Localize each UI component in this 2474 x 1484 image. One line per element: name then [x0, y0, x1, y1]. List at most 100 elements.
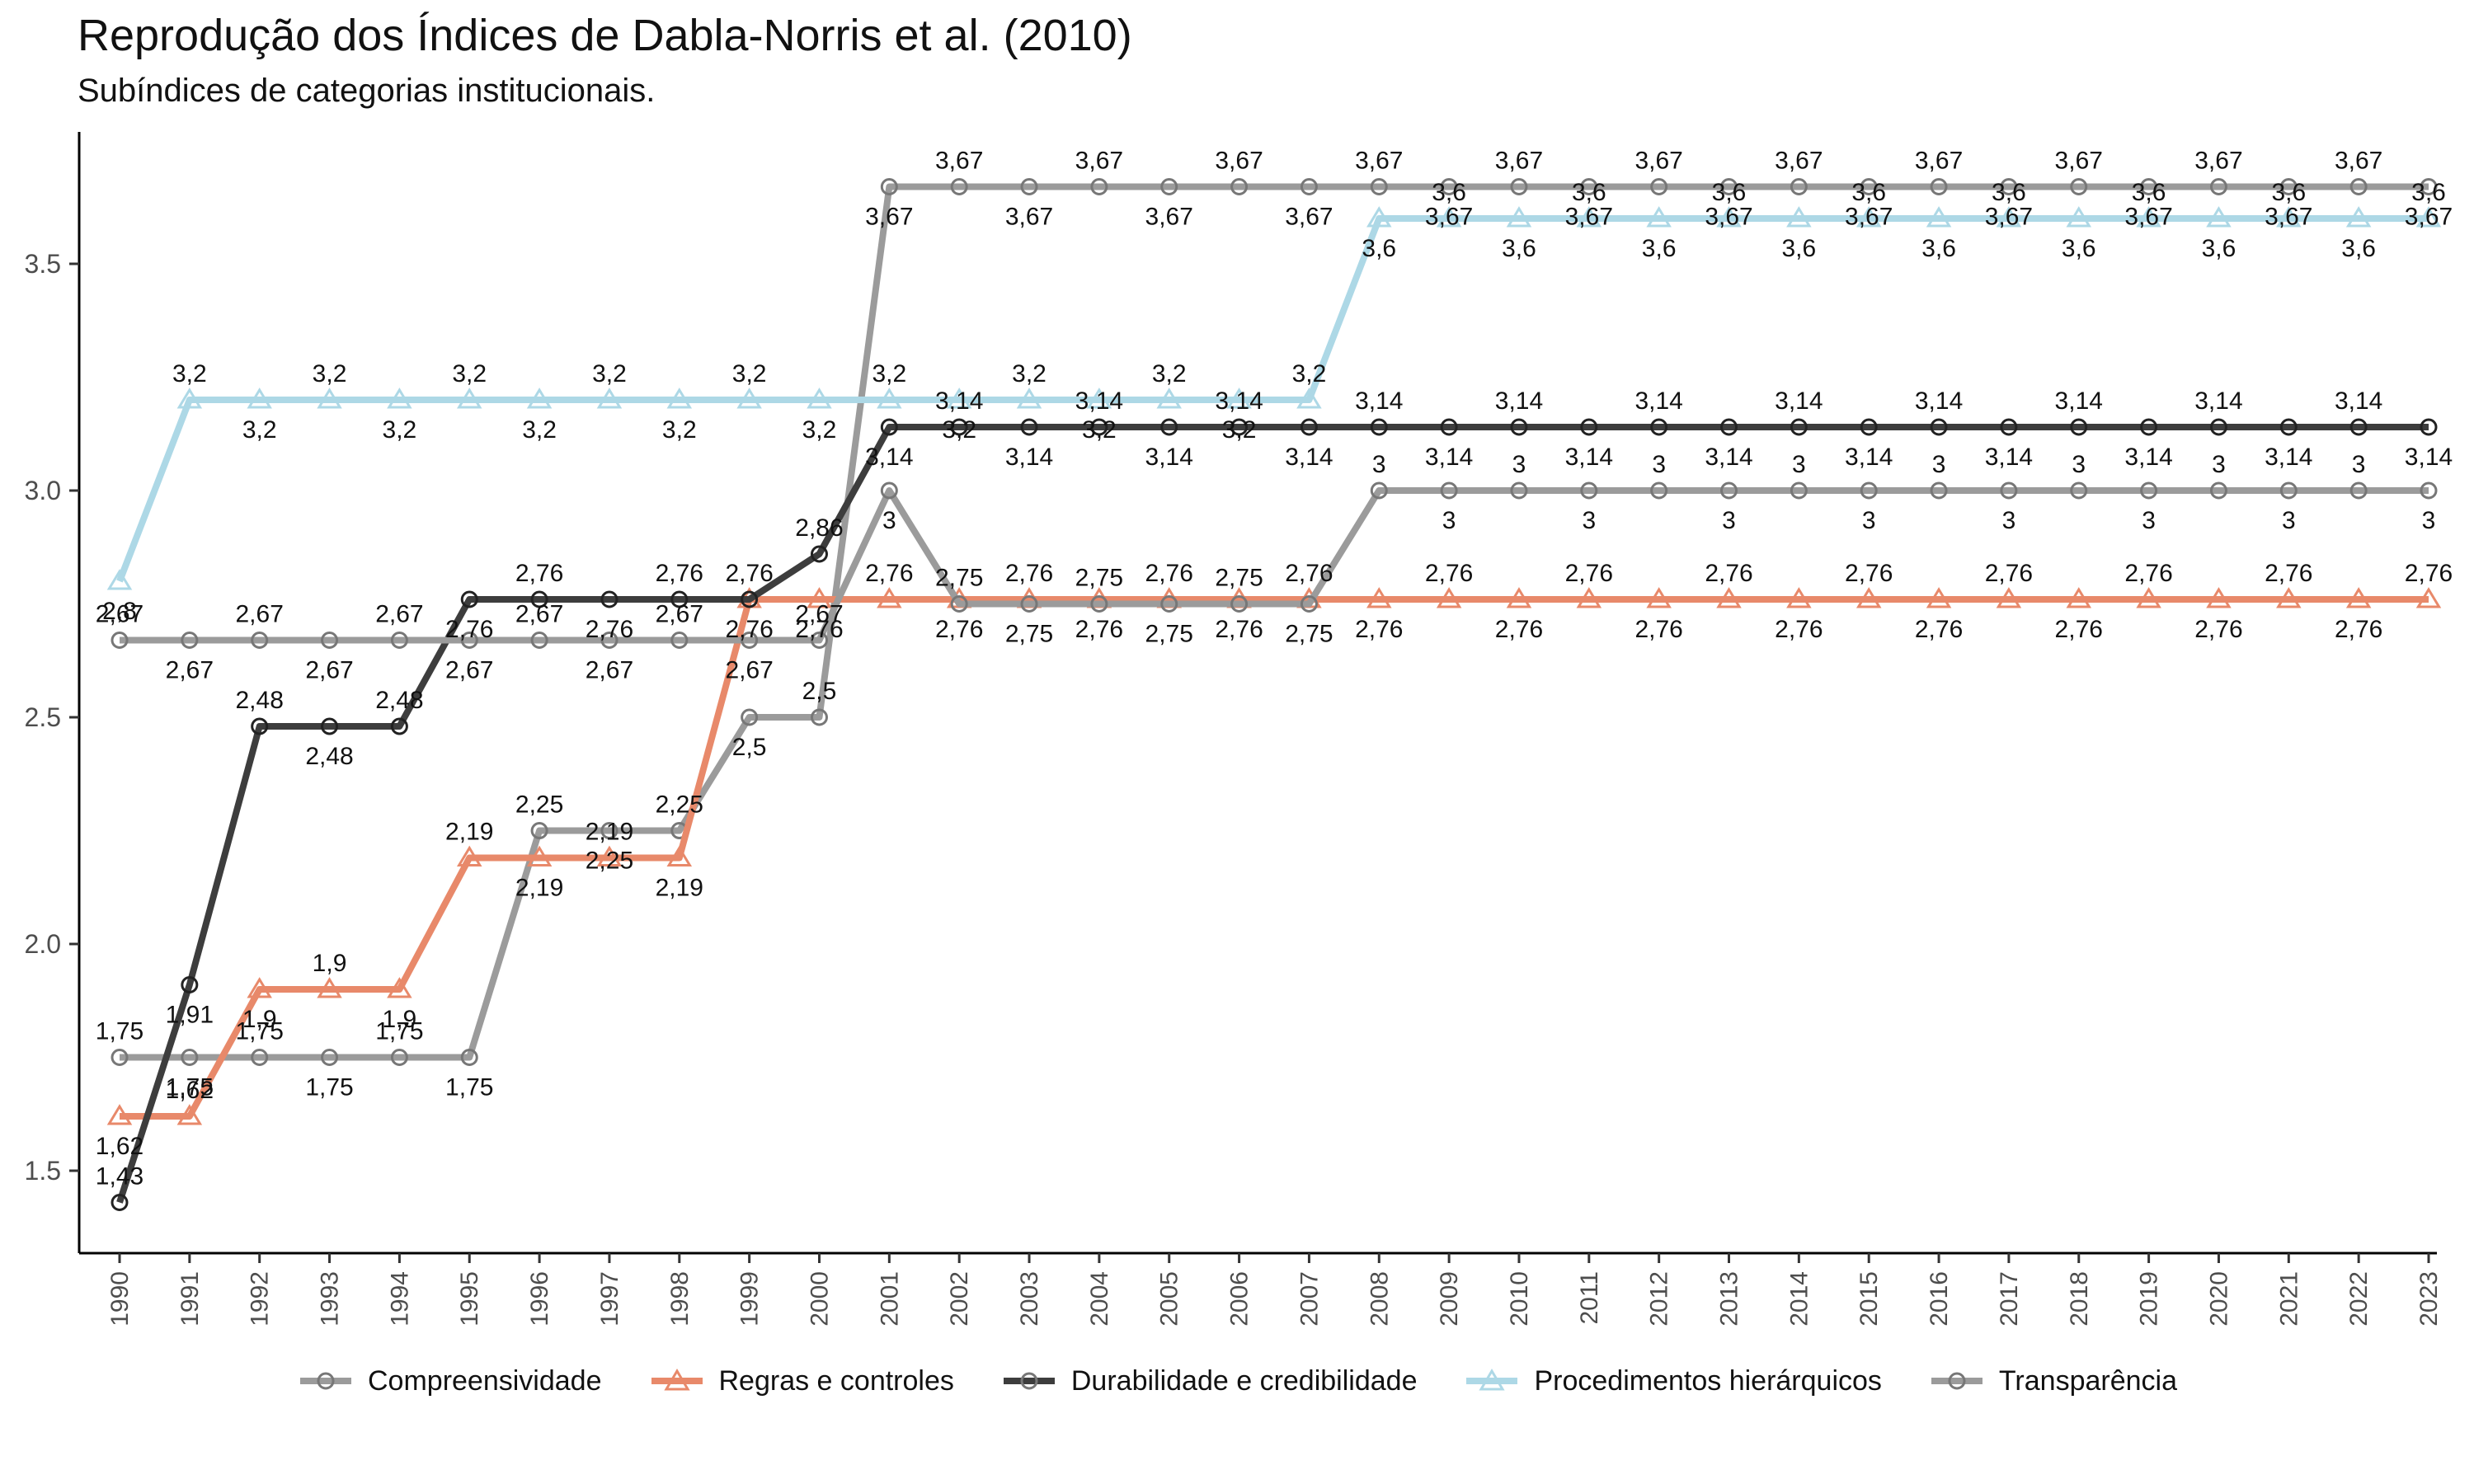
data-point	[106, 569, 133, 590]
data-point	[1650, 481, 1668, 500]
data-point	[2140, 178, 2158, 195]
data-label: 3,6	[1432, 179, 1466, 206]
data-label: 2,67	[515, 601, 563, 628]
data-label: 3,67	[935, 148, 983, 175]
x-tick-label: 2016	[1926, 1271, 1953, 1327]
data-point	[1926, 206, 1952, 228]
data-label: 2,76	[725, 560, 773, 587]
data-point	[1790, 481, 1808, 500]
data-label: 3,67	[1775, 148, 1823, 175]
data-label: 2,76	[865, 560, 913, 587]
data-point	[950, 178, 968, 195]
data-label: 2,75	[1075, 565, 1123, 592]
data-label: 1,9	[242, 1006, 277, 1033]
data-point	[1856, 206, 1882, 228]
data-point	[877, 587, 902, 608]
data-label: 2,76	[1775, 616, 1823, 643]
data-point	[1510, 418, 1528, 436]
data-label: 3,2	[172, 360, 207, 387]
data-point	[2070, 418, 2088, 436]
data-label: 2,76	[1285, 560, 1333, 587]
data-label: 1,62	[166, 1077, 214, 1104]
data-label: 3,14	[1145, 444, 1193, 471]
data-label: 1,75	[445, 1074, 493, 1101]
data-label: 2,48	[236, 687, 284, 714]
data-point	[1440, 418, 1458, 436]
data-label: 1,75	[166, 1074, 214, 1101]
data-labels: 1,75 1,75 1,75 1,75 1,75 1,75 2,25 2,25 2,25 2,5 2…	[96, 148, 2453, 1190]
x-tick-label: 1993	[317, 1271, 344, 1327]
data-label: 3	[2422, 507, 2436, 534]
data-point	[950, 595, 968, 613]
data-point	[387, 387, 412, 409]
data-label: 3	[2352, 451, 2366, 478]
data-point	[2349, 178, 2368, 195]
data-label: 1,9	[383, 1006, 417, 1033]
data-point	[530, 590, 548, 608]
data-point	[1160, 418, 1178, 436]
series-line	[116, 424, 2429, 1204]
x-tick-label: 1991	[176, 1271, 204, 1327]
data-label: 2,76	[2265, 560, 2312, 587]
data-label: 2,75	[1215, 565, 1263, 592]
data-point	[2136, 206, 2161, 228]
circle-marker-icon	[1931, 1372, 1982, 1390]
data-label: 3	[1372, 451, 1386, 478]
data-point	[1720, 418, 1738, 436]
x-tick-label: 2013	[1716, 1271, 1743, 1327]
legend-item: Compreensividade	[297, 1365, 602, 1397]
data-point	[2279, 178, 2298, 195]
data-point	[317, 977, 342, 998]
data-point	[807, 387, 832, 409]
data-label: 3	[1652, 451, 1666, 478]
data-label: 2,8	[102, 598, 137, 625]
data-label: 3,14	[1985, 444, 2033, 471]
x-tick-label: 2023	[2415, 1271, 2443, 1327]
legend-item: Regras e controles	[648, 1365, 954, 1397]
data-label: 3,67	[1145, 204, 1193, 231]
data-label: 2,76	[935, 616, 983, 643]
x-tick-label: 2000	[806, 1271, 833, 1327]
data-point	[1650, 418, 1668, 436]
y-tick-label: 3.0	[25, 476, 61, 505]
y-tick-label: 1.5	[25, 1156, 61, 1186]
data-point	[251, 717, 269, 735]
x-tick-label: 2019	[2136, 1271, 2163, 1327]
data-label: 3,14	[1634, 387, 1682, 415]
data-label: 3,2	[242, 416, 277, 444]
x-tick-label: 1990	[106, 1271, 134, 1327]
data-point	[670, 632, 689, 649]
data-point	[390, 1049, 408, 1066]
series-line	[120, 487, 2429, 644]
data-point	[877, 387, 902, 409]
data-label: 3,2	[383, 416, 417, 444]
x-tick-label: 2007	[1296, 1271, 1323, 1327]
data-label: 3,14	[1915, 387, 1963, 415]
data-label: 3,6	[1712, 179, 1747, 206]
data-label: 2,75	[935, 565, 983, 592]
data-point	[460, 590, 478, 608]
series-line	[120, 596, 2429, 1120]
data-point	[1790, 418, 1808, 436]
data-point	[736, 387, 762, 409]
data-point	[1646, 587, 1672, 608]
series-4	[111, 481, 2438, 649]
data-label: 1,75	[375, 1018, 423, 1045]
data-point	[2279, 481, 2298, 500]
data-label: 3,2	[802, 416, 837, 444]
x-tick-label: 1998	[666, 1271, 694, 1327]
data-label: 3,6	[2271, 179, 2306, 206]
x-tick-label: 1995	[456, 1271, 483, 1327]
data-point	[2000, 418, 2018, 436]
data-label: 2,76	[515, 560, 563, 587]
data-point	[1720, 481, 1738, 500]
data-point	[2000, 178, 2018, 195]
data-label: 3,2	[522, 416, 557, 444]
data-point	[456, 387, 482, 409]
data-point	[2420, 481, 2438, 500]
data-label: 2,76	[1985, 560, 2033, 587]
data-point	[460, 632, 478, 649]
data-point	[810, 632, 828, 649]
data-label: 2,67	[305, 657, 353, 684]
data-label: 2,76	[2055, 616, 2103, 643]
